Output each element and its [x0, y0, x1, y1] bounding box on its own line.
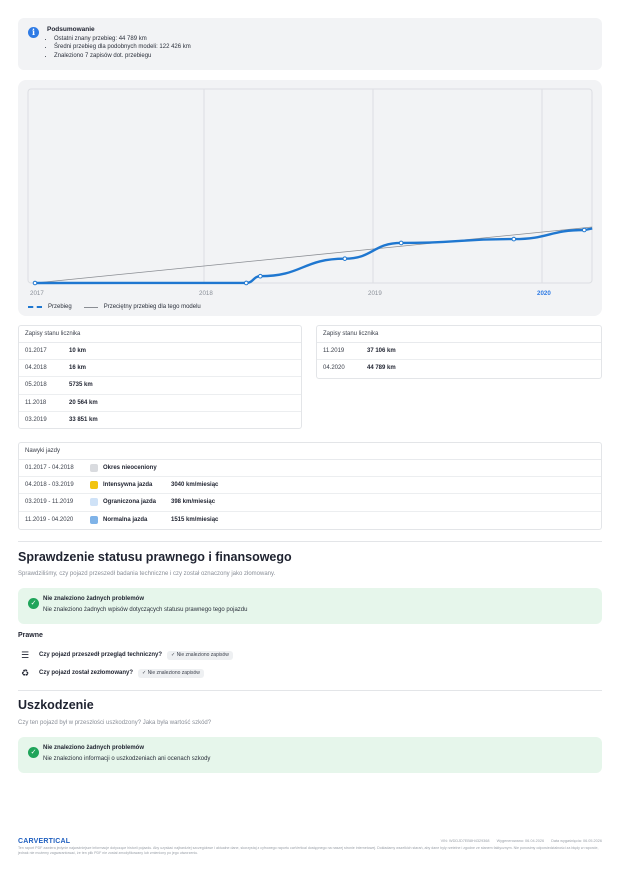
table-row: 04.2020 44 789 km [323, 365, 396, 372]
footer-vin: VIN: WDDJD7EB8H4329368 [440, 839, 490, 843]
footer-generated: Wygenerowano: 06.04.2026 [496, 839, 545, 843]
table-row: 04.2018 - 03.2019 Intensywna jazda 3040 km… [19, 477, 601, 495]
ok-title: Nie znaleziono żadnych problemów [43, 745, 145, 751]
mileage-point [243, 280, 249, 286]
odometer-records-table-continued: Zapisy stanu licznika 11.2019 37 106 km 0… [316, 325, 602, 379]
legend-average-swatch [83, 306, 98, 308]
table-row: 11.2019 37 106 km [317, 343, 601, 361]
summary-box: i Podsumowanie Ostatni znany przebieg: 4… [18, 18, 602, 70]
habit-color-swatch [90, 515, 98, 524]
section-divider [18, 541, 602, 542]
x-tick-label: 2017 [30, 290, 44, 297]
damage-ok-box: ✓ Nie znaleziono żadnych problemów Nie z… [18, 737, 602, 773]
legend-mileage-swatch [28, 306, 42, 308]
chart-legend: Przebieg Przeciętny przebieg dla tego mo… [28, 304, 201, 310]
table-row: 03.2019 33 851 km [25, 416, 98, 423]
footer-meta: VIN: WDDJD7EB8H4329368 Wygenerowano: 06.… [435, 839, 602, 843]
table-row: 03.2019 - 11.2019 Ograniczona jazda 398 km… [19, 494, 601, 512]
summary-item: Średni przebieg dla podobnych modeli: 12… [54, 43, 191, 51]
table-title: Zapisy stanu licznika [317, 326, 601, 343]
summary-title: Podsumowanie [47, 26, 95, 33]
table-row: 04.2018 16 km [19, 360, 301, 378]
table-row: 01.2017 10 km [19, 343, 301, 361]
inspection-row: ☰ Czy pojazd przeszedł przegląd technicz… [18, 649, 233, 661]
table-row: 11.2019 - 04.2020 Normalna jazda 1515 km/m… [25, 515, 219, 524]
table-row: 01.2017 - 04.2018 Okres nieoceniony [19, 460, 601, 478]
legend-mileage-label: Przebieg [48, 304, 72, 310]
footer-expiry: Data wygaśnięcia: 06.05.2026 [551, 839, 602, 843]
summary-list: Ostatni znany przebieg: 44 789 km Średni… [54, 35, 191, 60]
ok-text: Nie znaleziono żadnych wpisów dotyczącyc… [43, 607, 248, 613]
mileage-point [511, 236, 517, 242]
info-icon: i [28, 27, 39, 38]
recycle-icon: ♻ [20, 668, 30, 678]
legend-average-label: Przeciętny przebieg dla tego modelu [103, 304, 201, 310]
summary-item: Ostatni znany przebieg: 44 789 km [54, 35, 191, 43]
legal-section-subtitle: Sprawdziliśmy, czy pojazd przeszedł bada… [18, 571, 276, 577]
footer-disclaimer: Ten raport PDF zawiera jedynie najważnie… [18, 846, 599, 855]
average-mileage-line [34, 226, 593, 284]
inspection-badge: ✓ Nie znaleziono zapisów [167, 650, 233, 660]
check-circle-icon: ✓ [28, 598, 39, 609]
odometer-records-table: Zapisy stanu licznika 01.2017 10 km 04.20… [18, 325, 302, 429]
summary-item: Znaleziono 7 zapisów dot. przebiegu [54, 52, 191, 60]
x-tick-label: 2019 [368, 290, 382, 297]
legal-subsection-title: Prawne [18, 632, 43, 639]
table-row: 05.2018 5735 km [19, 377, 301, 395]
checklist-icon: ☰ [20, 650, 30, 660]
table-title: Nawyki jazdy [19, 443, 601, 460]
x-tick-label: 2020 [537, 290, 551, 297]
section-divider [18, 690, 602, 691]
legal-section-title: Sprawdzenie statusu prawnego i finansowe… [18, 550, 292, 564]
damage-section-title: Uszkodzenie [18, 698, 94, 712]
scrapped-question: Czy pojazd został zezłomowany? [39, 670, 134, 676]
mileage-chart-card: 2017 2018 2019 2020 Przebieg Przeciętny prz… [18, 80, 602, 316]
mileage-point [398, 240, 404, 246]
ok-title: Nie znaleziono żadnych problemów [43, 596, 145, 602]
habit-color-swatch [90, 464, 98, 472]
habit-color-swatch [90, 498, 98, 507]
scrapped-row: ♻ Czy pojazd został zezłomowany? ✓ Nie z… [18, 667, 204, 679]
table-row: 11.2018 20 564 km [19, 395, 301, 412]
driving-habits-table: Nawyki jazdy 01.2017 - 04.2018 Okres nieo… [18, 442, 602, 530]
table-title: Zapisy stanu licznika [19, 326, 301, 343]
habit-color-swatch [90, 481, 98, 490]
inspection-question: Czy pojazd przeszedł przegląd techniczny… [39, 652, 163, 658]
plot-area [27, 88, 593, 284]
mileage-point [581, 227, 587, 233]
x-tick-label: 2018 [199, 290, 213, 297]
scrapped-badge: ✓ Nie znaleziono zapisów [138, 668, 204, 678]
mileage-point [258, 273, 263, 279]
mileage-point [32, 280, 38, 286]
mileage-point [342, 256, 348, 261]
damage-section-subtitle: Czy ten pojazd był w przeszłości uszkodz… [18, 720, 212, 726]
ok-text: Nie znaleziono informacji o uszkodzeniac… [43, 756, 211, 762]
mileage-chart: 2017 2018 2019 2020 [27, 88, 593, 297]
legal-ok-box: ✓ Nie znaleziono żadnych problemów Nie z… [18, 588, 602, 624]
carvertical-logo: CARVERTICAL [18, 838, 71, 845]
check-circle-icon: ✓ [28, 747, 39, 758]
